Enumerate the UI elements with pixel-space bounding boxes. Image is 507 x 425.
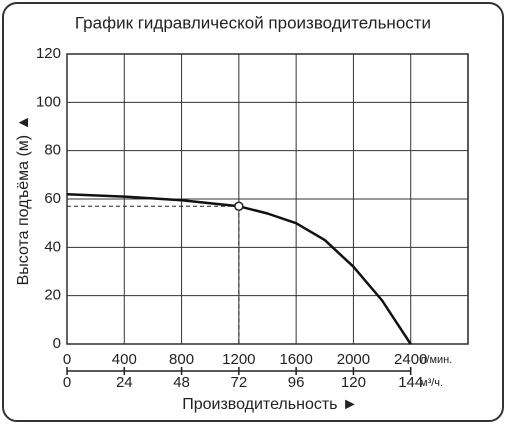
y-tick-label: 120	[36, 45, 61, 62]
frame	[2, 2, 504, 422]
x-tick-label: 2000	[337, 351, 370, 368]
performance-curve	[66, 192, 412, 345]
y-tick-label: 80	[44, 142, 61, 159]
x2-tick-label: 144	[398, 374, 423, 391]
y-tick-label: 40	[44, 238, 61, 255]
y-tick-label: 0	[53, 335, 61, 352]
x2-tick-label: 96	[288, 374, 305, 391]
x2-tick-label: 0	[63, 374, 71, 391]
x2-tick-label: 24	[116, 374, 133, 391]
x-tick-label: 2400	[394, 351, 427, 368]
y-tick-label: 20	[44, 287, 61, 304]
x-unit: л/мин.	[420, 354, 452, 366]
x2-tick-label: 120	[341, 374, 366, 391]
x2-tick-label: 72	[231, 374, 248, 391]
y-axis-label: Высота подъёма (м) ▲	[15, 115, 32, 286]
y-tick-label: 100	[36, 93, 61, 110]
x-tick-label: 800	[169, 351, 194, 368]
x2-tick-label: 48	[173, 374, 190, 391]
x-tick-label: 1200	[222, 351, 255, 368]
x-tick-label: 400	[112, 351, 137, 368]
x2-unit: м³/ч.	[420, 377, 443, 389]
x-axis-label: Производительность ►	[182, 396, 358, 413]
x-tick-label: 0	[63, 351, 71, 368]
chart-title: График гидравлической производительности	[75, 13, 431, 32]
highlight-point	[234, 201, 244, 211]
x-tick-label: 1600	[279, 351, 312, 368]
y-tick-label: 60	[44, 190, 61, 207]
